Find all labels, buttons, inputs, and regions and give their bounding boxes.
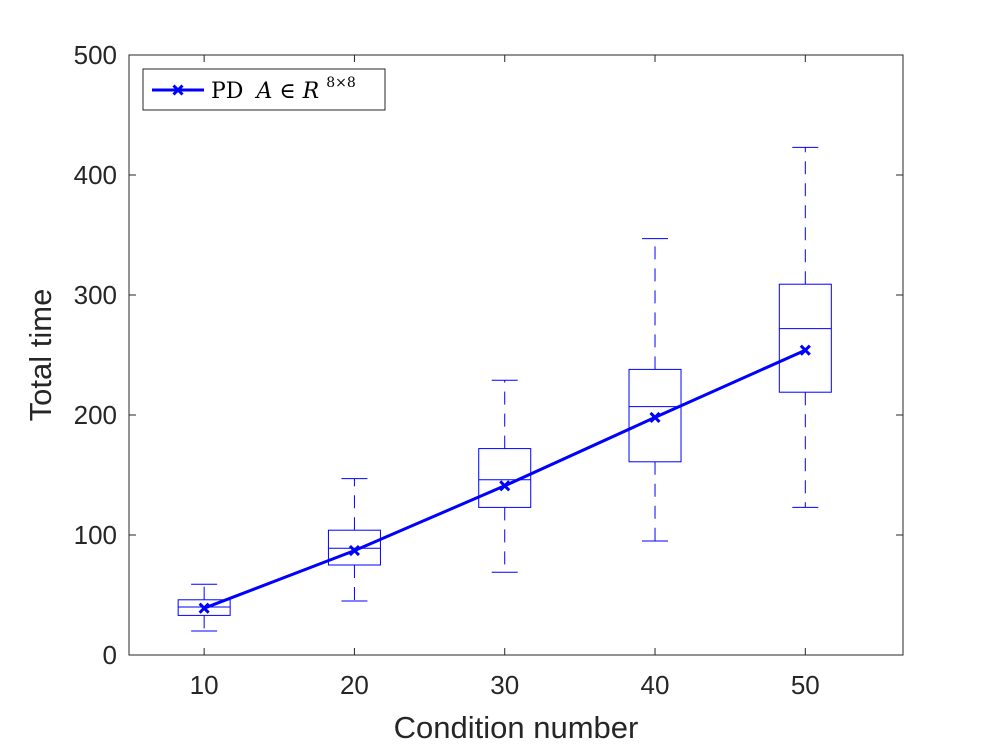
series-mean-line <box>198 344 811 614</box>
y-axis-ticks: 0 100 200 300 400 500 <box>74 40 903 670</box>
y-tick-label: 300 <box>74 280 117 310</box>
box-iqr <box>177 599 231 616</box>
x-tick-label: 20 <box>340 670 369 700</box>
series-point <box>198 602 210 614</box>
series-point <box>499 480 511 492</box>
legend: PD A ∈ R 8×8 <box>142 68 386 111</box>
x-tick-label: 40 <box>641 670 670 700</box>
legend-label: PD A ∈ R 8×8 <box>211 75 356 104</box>
y-tick-label: 400 <box>74 160 117 190</box>
x-tick-label: 50 <box>791 670 820 700</box>
series-point <box>649 411 661 423</box>
box-iqr <box>478 448 532 508</box>
x-axis-label: Condition number <box>394 710 639 745</box>
x-axis-ticks: 10 20 30 40 50 <box>190 55 820 700</box>
x-tick-label: 10 <box>190 670 219 700</box>
legend-label-prefix: PD <box>211 79 243 104</box>
y-tick-label: 200 <box>74 400 117 430</box>
y-tick-label: 0 <box>103 640 117 670</box>
box-iqr <box>327 529 381 566</box>
box-plot <box>628 238 682 542</box>
series-point <box>799 344 811 356</box>
legend-label-sup: 8×8 <box>326 75 356 91</box>
box-iqr <box>778 283 832 393</box>
series-point <box>348 545 360 557</box>
legend-marker <box>172 84 184 96</box>
y-tick-label: 500 <box>74 40 117 70</box>
box-plot <box>478 379 532 573</box>
plot-area <box>129 55 903 655</box>
y-axis-label: Total time <box>23 289 58 422</box>
box-plots <box>177 146 832 632</box>
legend-label-math: A ∈ R <box>254 79 319 104</box>
x-tick-label: 30 <box>490 670 519 700</box>
box-plot <box>778 146 832 508</box>
box-iqr <box>628 368 682 463</box>
box-plot <box>327 478 381 602</box>
plot-frame <box>128 54 904 656</box>
y-tick-label: 100 <box>74 520 117 550</box>
